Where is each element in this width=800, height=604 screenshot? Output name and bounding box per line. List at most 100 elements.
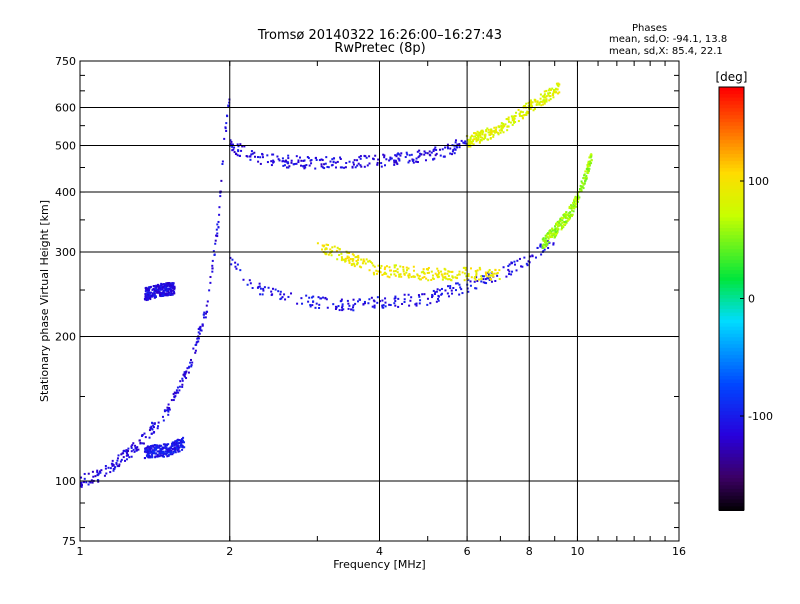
echo-point xyxy=(323,163,326,166)
echo-point xyxy=(176,447,179,450)
echo-point xyxy=(321,159,324,162)
echo-point xyxy=(229,256,232,259)
echo-point xyxy=(455,145,458,148)
echo-point xyxy=(547,237,550,240)
echo-point xyxy=(435,274,438,277)
echo-point xyxy=(216,223,219,226)
echo-point xyxy=(472,132,475,135)
colorbar-band xyxy=(719,316,744,321)
echo-point xyxy=(508,263,511,266)
trace-f1-trace-x- xyxy=(316,242,501,282)
colorbar-band xyxy=(719,312,744,318)
x-axis-label: Frequency [MHz] xyxy=(333,558,425,571)
echo-point xyxy=(453,152,456,155)
colorbar-band xyxy=(719,185,744,191)
echo-point xyxy=(325,243,328,246)
echo-point xyxy=(219,191,222,194)
echo-point xyxy=(143,432,146,435)
echo-point xyxy=(314,156,317,159)
echo-point xyxy=(144,298,147,301)
echo-point xyxy=(529,255,532,258)
echo-point xyxy=(454,148,457,151)
echo-point xyxy=(166,455,169,458)
colorbar-band xyxy=(719,361,744,367)
echo-point xyxy=(520,115,523,118)
echo-point xyxy=(235,267,238,270)
echo-point xyxy=(150,294,153,297)
echo-point xyxy=(496,274,499,277)
echo-point xyxy=(541,247,544,250)
echo-point xyxy=(219,195,222,198)
echo-point xyxy=(155,446,158,449)
echo-point xyxy=(365,156,368,159)
echo-point xyxy=(477,278,480,281)
echo-point xyxy=(281,157,284,160)
echo-point xyxy=(107,466,110,469)
echo-point xyxy=(394,300,397,303)
echo-point xyxy=(251,287,254,290)
colorbar-tick-label: -100 xyxy=(748,410,773,423)
echo-point xyxy=(416,273,419,276)
echo-point xyxy=(502,125,505,128)
echo-point xyxy=(168,293,171,296)
echo-point xyxy=(493,130,496,133)
echo-point xyxy=(149,298,152,301)
echo-point xyxy=(184,371,187,374)
echo-point xyxy=(502,122,505,125)
echo-point xyxy=(180,442,183,445)
echo-point xyxy=(300,159,303,162)
echo-point xyxy=(394,160,397,163)
echo-point xyxy=(96,469,99,472)
echo-point xyxy=(393,163,396,166)
echo-point xyxy=(582,182,585,185)
echo-point xyxy=(373,304,376,307)
echo-point xyxy=(507,268,510,271)
echo-point xyxy=(536,246,539,249)
echo-point xyxy=(493,126,496,129)
echo-point xyxy=(127,450,130,453)
echo-point xyxy=(357,258,360,261)
echo-point xyxy=(573,204,576,207)
echo-point xyxy=(584,170,587,173)
echo-point xyxy=(524,104,527,107)
echo-point xyxy=(570,204,573,207)
echo-point xyxy=(586,167,589,170)
echo-point xyxy=(398,158,401,161)
echo-point xyxy=(539,100,542,103)
echo-point xyxy=(340,252,343,255)
echo-point xyxy=(411,159,414,162)
echo-point xyxy=(145,294,148,297)
echo-point xyxy=(225,129,228,132)
colorbar-band xyxy=(719,210,744,215)
echo-point xyxy=(146,446,149,449)
echo-point xyxy=(336,258,339,261)
echo-point xyxy=(412,265,415,268)
echo-point xyxy=(358,265,361,268)
echo-point xyxy=(170,289,173,292)
echo-point xyxy=(478,131,481,134)
echo-point xyxy=(542,239,545,242)
echo-point xyxy=(183,441,186,444)
echo-point xyxy=(157,421,160,424)
echo-point xyxy=(551,229,554,232)
echo-point xyxy=(465,266,468,269)
phase-info-o-mode: mean, sd,O: -94.1, 13.8 xyxy=(609,34,728,45)
echo-points xyxy=(79,82,593,488)
echo-point xyxy=(284,159,287,162)
echo-point xyxy=(259,156,262,159)
echo-point xyxy=(187,371,190,374)
echo-point xyxy=(420,271,423,274)
echo-point xyxy=(372,299,375,302)
echo-point xyxy=(418,275,421,278)
echo-point xyxy=(259,162,262,165)
echo-point xyxy=(85,481,88,484)
echo-point xyxy=(144,290,147,293)
echo-point xyxy=(563,215,566,218)
echo-point xyxy=(587,171,590,174)
echo-point xyxy=(263,286,266,289)
colorbar-band xyxy=(719,495,744,501)
echo-point xyxy=(146,455,149,458)
echo-point xyxy=(416,150,419,153)
echo-point xyxy=(249,282,252,285)
echo-point xyxy=(214,242,217,245)
